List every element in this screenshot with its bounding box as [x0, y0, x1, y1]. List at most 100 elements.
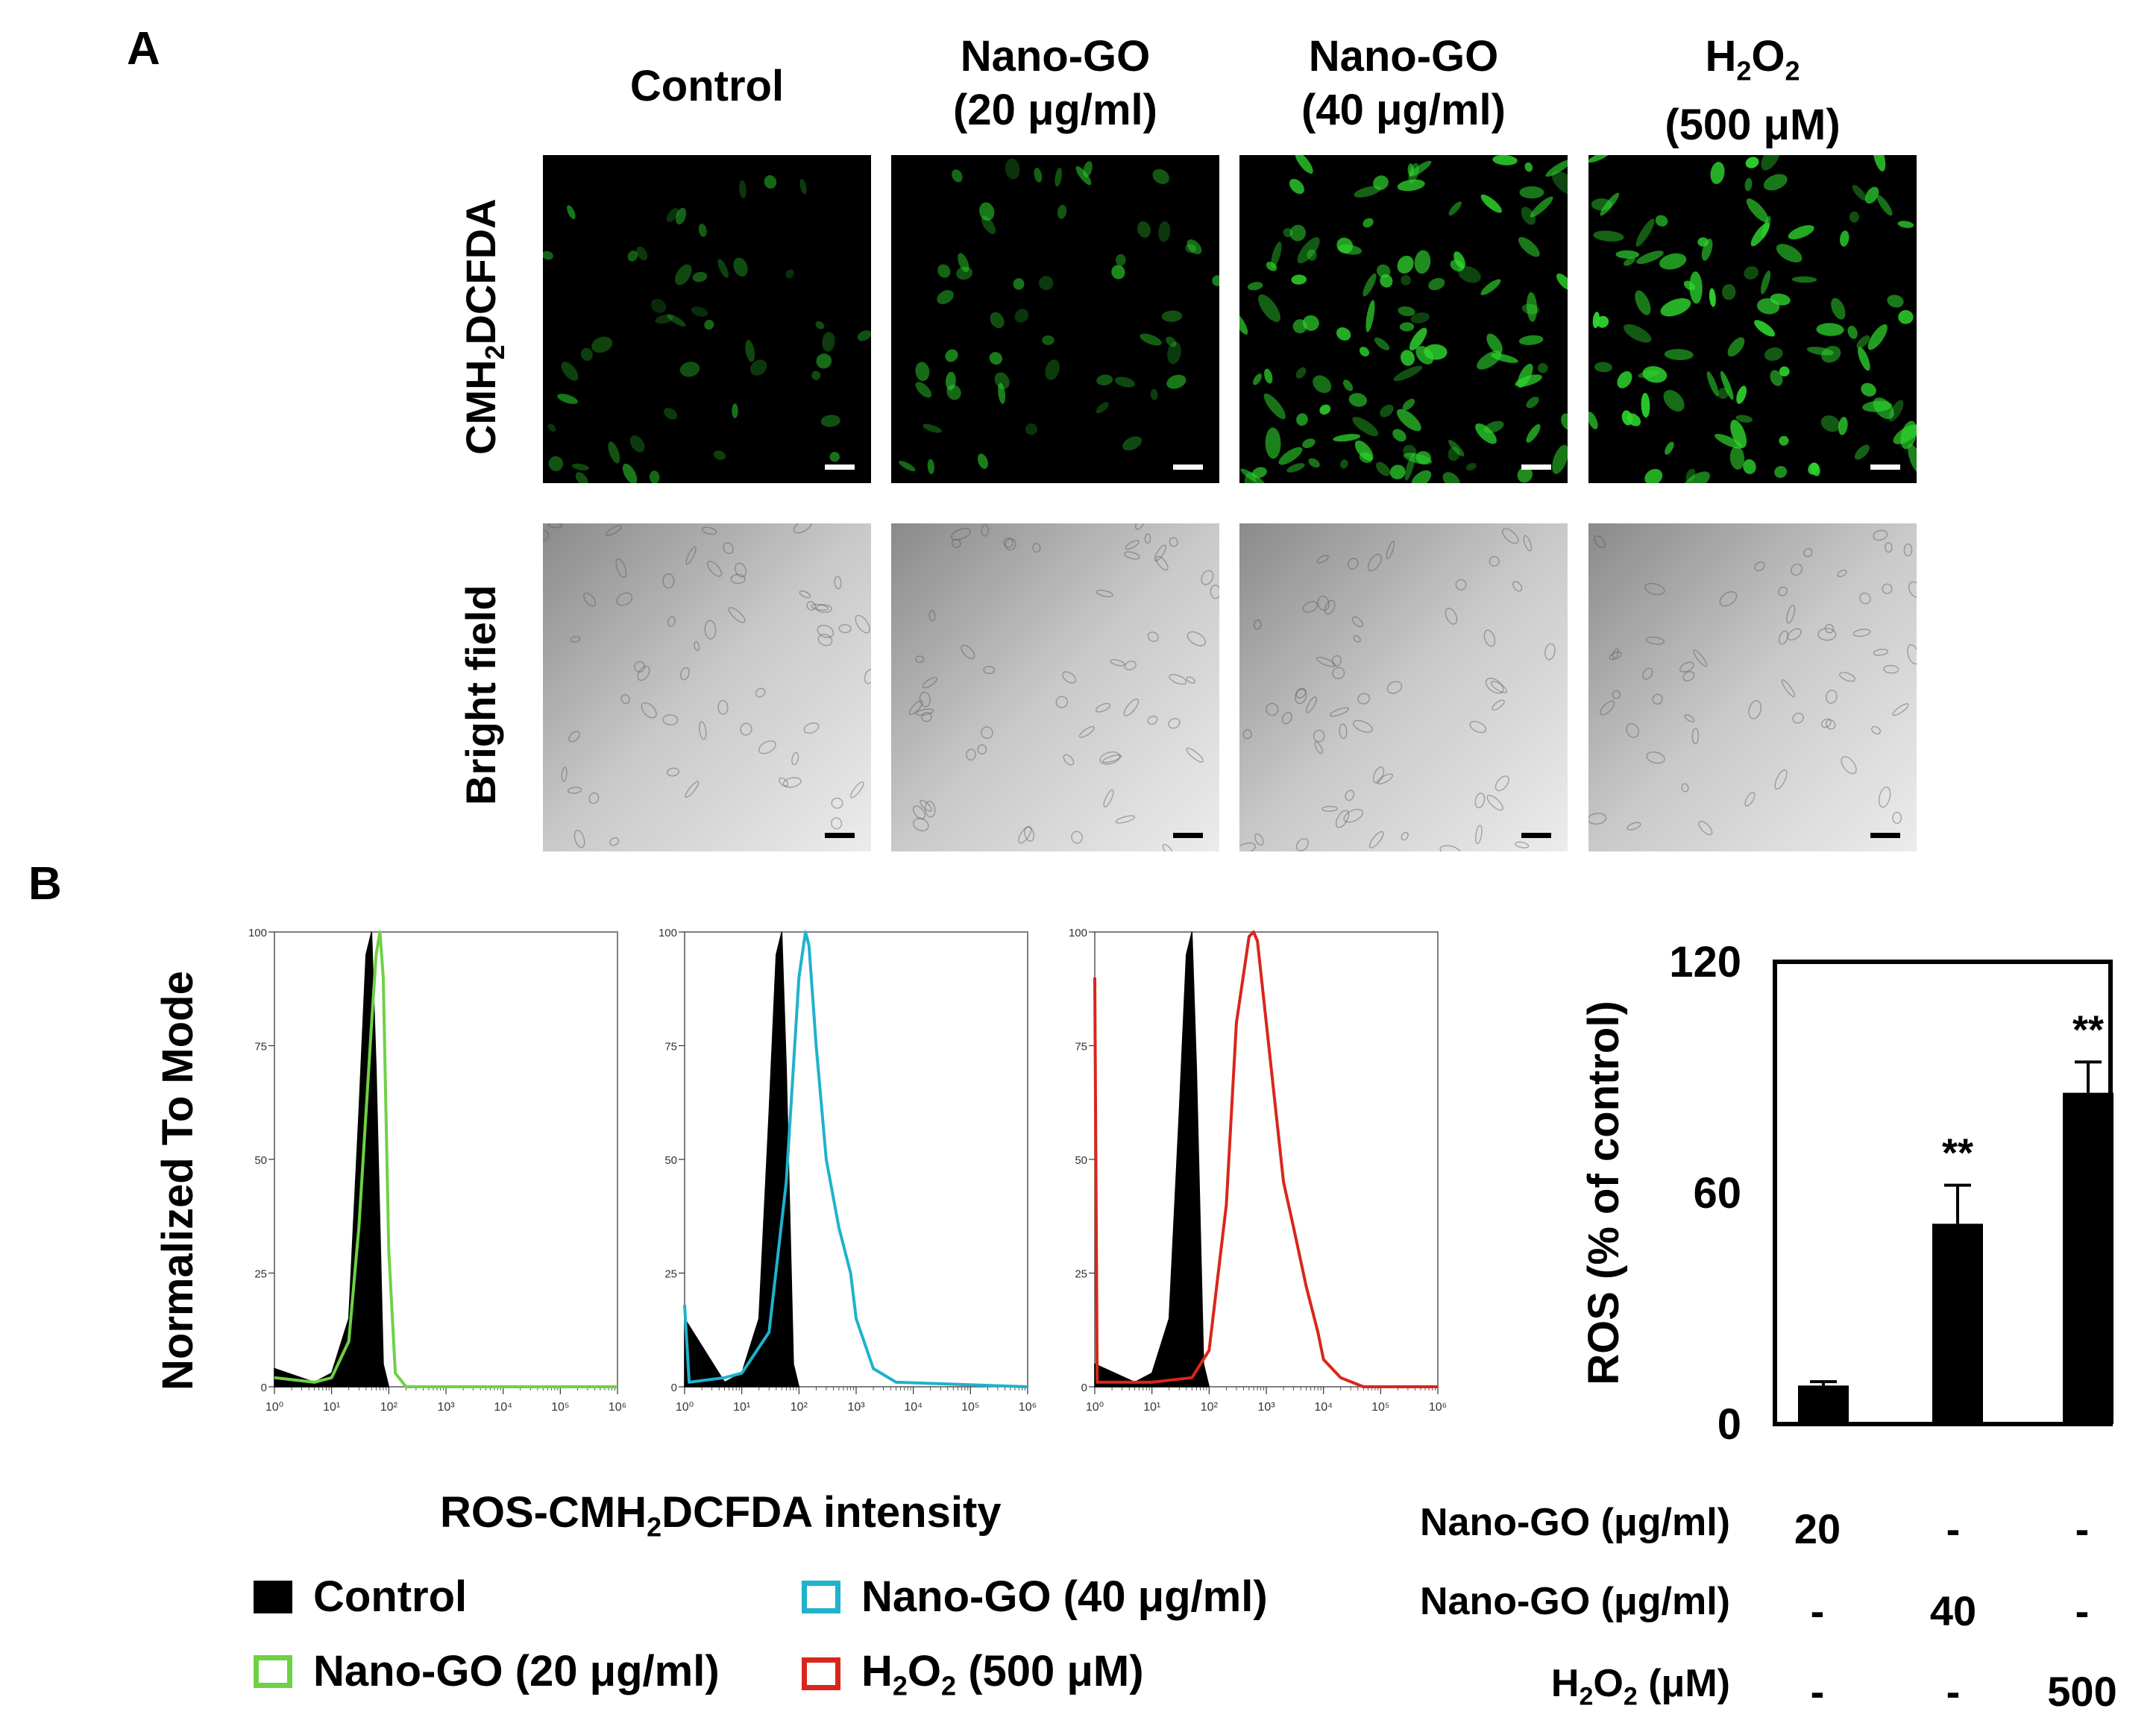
cell-outline	[838, 624, 852, 634]
fluorescent-cell	[1764, 347, 1783, 361]
fluorescent-cell	[749, 359, 767, 376]
fluorescent-cell	[1313, 375, 1332, 394]
fluorescent-cell	[1034, 168, 1043, 183]
cell-outline	[951, 528, 972, 541]
cell-outline	[1754, 561, 1765, 572]
cell-outline	[637, 666, 650, 681]
cell-outline	[831, 817, 843, 830]
condition-value: 20	[1794, 1505, 1841, 1552]
cell-outline	[961, 644, 975, 660]
cell-outline	[568, 731, 580, 743]
fluorescent-cell	[1402, 398, 1415, 411]
cell-outline	[1351, 616, 1364, 628]
cell-outline	[1612, 648, 1619, 659]
cell-outline	[1609, 651, 1622, 661]
cell-outline	[1515, 841, 1530, 848]
fluorescent-cell	[1779, 366, 1790, 377]
fluorescent-cell	[1399, 322, 1415, 332]
cell-outline	[1698, 820, 1713, 836]
fluorescent-cell	[1593, 230, 1624, 242]
x-tick-label: 10⁵	[1371, 1401, 1389, 1414]
condition-label-h2o2: H2O2 (μM)	[1550, 1662, 1730, 1711]
fluorescent-cell	[785, 269, 794, 279]
condition-label-nanogo-1: Nano-GO (μg/ml)	[1419, 1501, 1730, 1544]
x-tick-label: 10³	[1257, 1401, 1275, 1414]
x-tick-label: 10⁴	[1314, 1401, 1333, 1414]
fluorescent-cell	[1770, 370, 1783, 386]
bar-y-axis-label: ROS (% of control)	[1580, 1001, 1628, 1385]
cell-outline	[1679, 661, 1694, 673]
cell-outline	[704, 620, 717, 640]
fluorescent-cell	[1475, 423, 1497, 444]
histogram-treatment-line	[1093, 930, 1438, 1388]
x-tick-label: 10¹	[733, 1401, 750, 1414]
cell-outline	[583, 592, 597, 607]
cell-outline	[1588, 813, 1607, 825]
cell-outline	[1254, 833, 1264, 846]
fluorescent-cell	[1240, 468, 1266, 483]
cell-outline	[1873, 649, 1889, 656]
cell-outline	[1331, 655, 1342, 667]
significance-marker: **	[2072, 1007, 2104, 1052]
fluorescent-cell	[1251, 467, 1267, 479]
fluorescent-cell	[1776, 244, 1803, 263]
fluorescent-cell	[1397, 179, 1425, 192]
fluorescent-cell	[1448, 439, 1465, 457]
fluorescent-cell	[1401, 275, 1411, 286]
x-tick-label: 10⁰	[676, 1401, 694, 1414]
condition-value: -	[1810, 1668, 1825, 1715]
fluorescent-cell	[1380, 274, 1393, 288]
y-tick-label: 50	[254, 1154, 267, 1167]
column-header-control: Control	[629, 62, 785, 110]
fluorescent-cell	[1898, 309, 1914, 324]
cell-outline	[1495, 775, 1509, 792]
cell-outline	[922, 676, 938, 689]
fluorescent-cell	[704, 319, 714, 330]
fluorescent-cell	[1042, 335, 1055, 345]
x-tick-label: 10⁶	[609, 1401, 626, 1414]
cell-outline	[1115, 815, 1136, 824]
legend-swatch-nanogo-20	[254, 1654, 292, 1688]
cell-outline	[1803, 548, 1813, 558]
cell-outline	[1169, 537, 1178, 547]
cell-outline	[1329, 707, 1350, 717]
cell-outline	[1852, 629, 1871, 637]
fluorescent-cell	[1806, 347, 1834, 356]
fluorescent-cell	[1397, 255, 1414, 274]
histogram-nanogo-20: 0 25 50 75 100 10⁰ 10¹ 10² 10³ 10⁴ 10⁵ 10⁶	[248, 927, 626, 1414]
fluorescent-cell	[1617, 371, 1632, 388]
cell-outline	[1124, 551, 1140, 560]
cell-outline	[1885, 541, 1893, 553]
fluorescent-cell	[1057, 204, 1067, 219]
cell-outline	[1078, 725, 1096, 738]
fluorescent-cell	[1518, 335, 1544, 345]
fluorescent-cell	[733, 257, 748, 277]
cell-outline	[817, 634, 833, 646]
fluorescent-cell	[1621, 410, 1633, 426]
cell-outline	[1748, 699, 1761, 719]
fluorescent-cell	[663, 408, 678, 420]
scale-bar	[1173, 833, 1203, 838]
cell-outline	[1063, 754, 1075, 766]
fluorescent-cell	[1763, 174, 1788, 191]
fluorescent-cell	[1302, 438, 1316, 448]
fluorescent-cell	[655, 315, 673, 324]
fluorescent-cell	[1524, 162, 1533, 172]
cell-outline	[1186, 676, 1195, 684]
fluorescent-cell	[1849, 211, 1859, 223]
fluorescent-cell	[764, 175, 777, 189]
fluorescent-cell	[1526, 397, 1539, 409]
legend-swatch-nanogo-40	[802, 1580, 840, 1613]
fluorescent-cell	[1348, 393, 1368, 407]
x-tick-label: 10³	[437, 1401, 455, 1414]
cell-outline	[1502, 528, 1519, 544]
fluorescent-cell	[1852, 184, 1867, 201]
fluorescent-cell	[1319, 404, 1331, 415]
fluorescent-cell	[1373, 175, 1389, 190]
cell-outline	[1492, 699, 1505, 711]
fluorescent-cell	[548, 456, 564, 471]
fluorescent-cell	[608, 441, 620, 464]
fluorescent-cell	[956, 266, 973, 280]
x-tick-label: 10⁵	[961, 1401, 979, 1414]
cell-outline	[1134, 523, 1144, 530]
